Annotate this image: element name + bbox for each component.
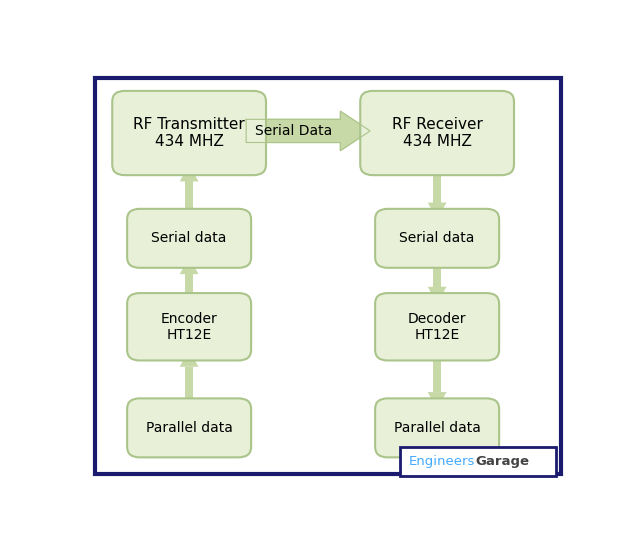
Polygon shape [180,350,198,367]
FancyBboxPatch shape [360,91,514,175]
Polygon shape [185,367,193,409]
Polygon shape [428,287,447,304]
Polygon shape [185,182,193,219]
FancyBboxPatch shape [400,447,556,476]
Text: Parallel data: Parallel data [146,421,232,435]
Polygon shape [185,274,193,304]
Polygon shape [433,165,441,202]
Text: Parallel data: Parallel data [394,421,481,435]
Text: Encoder
HT12E: Encoder HT12E [161,312,218,342]
Text: Serial data: Serial data [152,231,227,245]
FancyBboxPatch shape [112,91,266,175]
FancyBboxPatch shape [375,209,499,268]
Polygon shape [428,202,447,219]
FancyBboxPatch shape [375,398,499,457]
Polygon shape [246,111,370,150]
FancyBboxPatch shape [127,293,251,360]
FancyBboxPatch shape [375,293,499,360]
Text: RF Receiver
434 MHZ: RF Receiver 434 MHZ [392,117,483,149]
Polygon shape [180,165,198,182]
Text: RF Transmitter
434 MHZ: RF Transmitter 434 MHZ [133,117,245,149]
Text: Decoder
HT12E: Decoder HT12E [408,312,467,342]
Text: Garage: Garage [476,455,529,468]
Text: Serial Data: Serial Data [255,124,332,138]
Text: Engineers: Engineers [409,455,476,468]
FancyBboxPatch shape [127,398,251,457]
Text: Serial data: Serial data [399,231,475,245]
FancyBboxPatch shape [127,209,251,268]
Polygon shape [433,350,441,392]
Polygon shape [428,392,447,409]
Polygon shape [433,257,441,287]
Polygon shape [180,257,198,274]
